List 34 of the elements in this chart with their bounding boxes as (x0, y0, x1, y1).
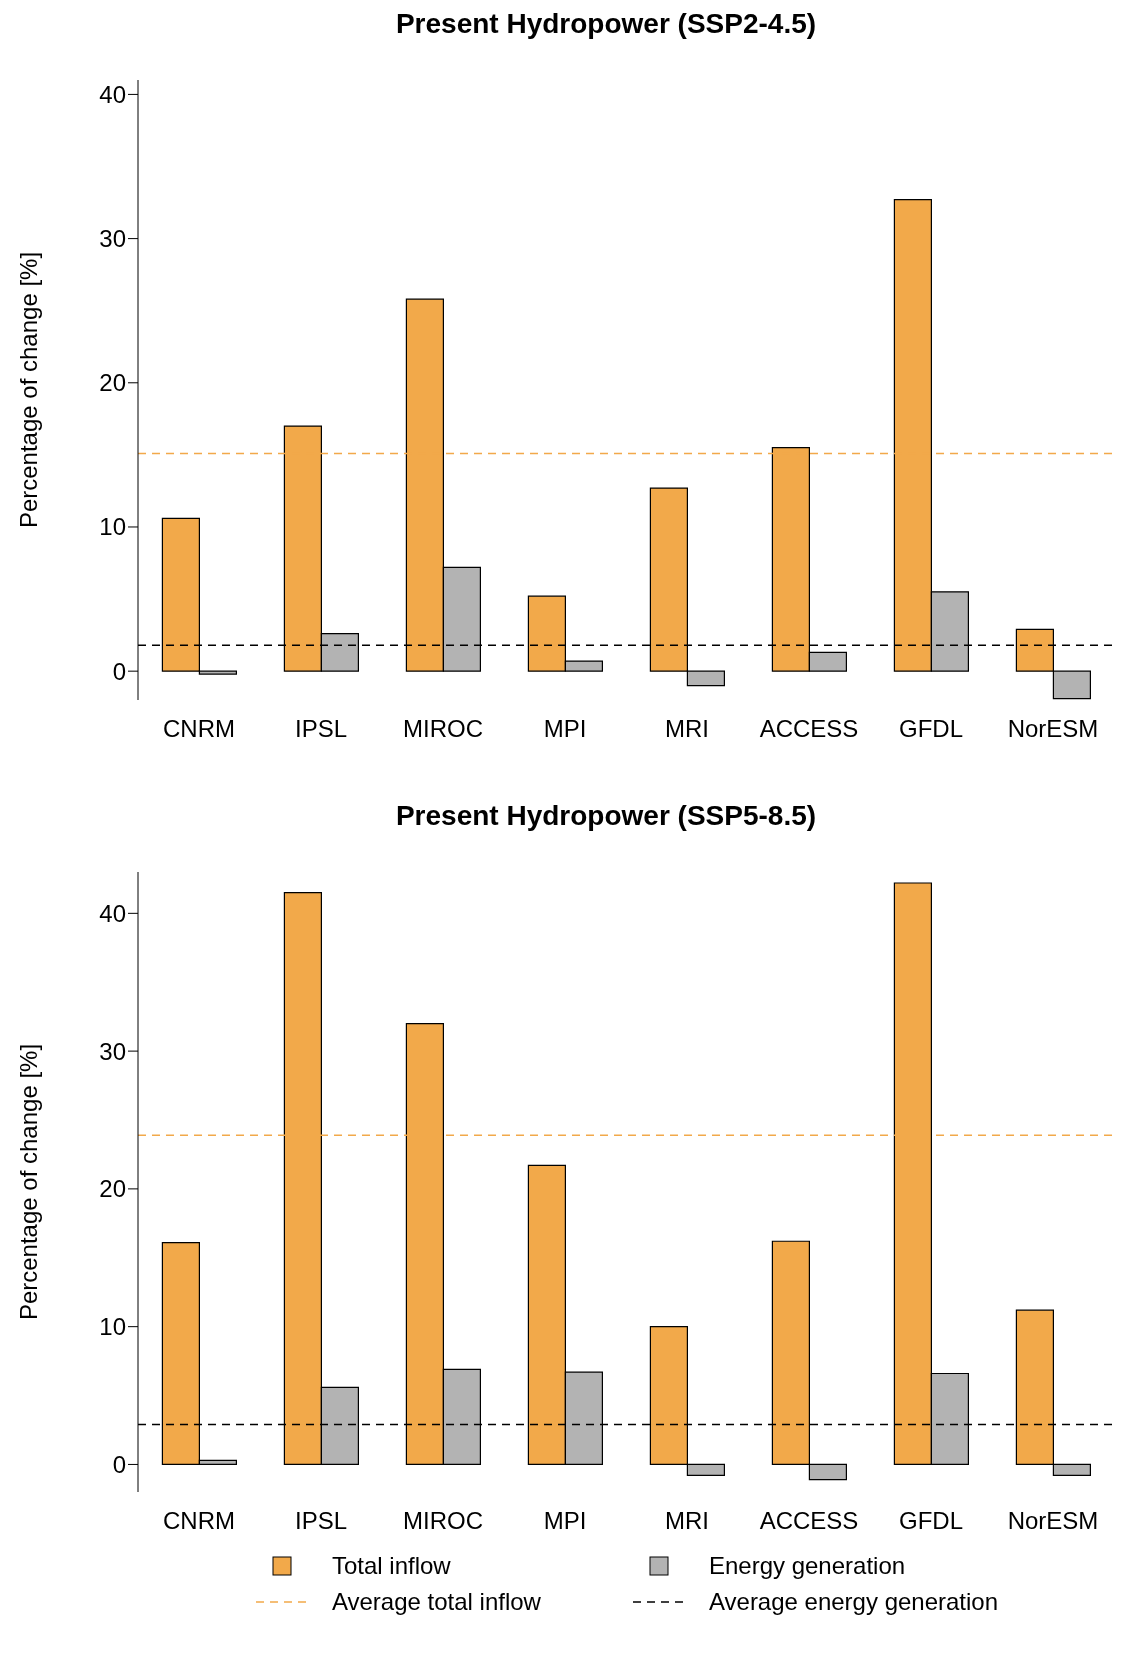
x-tick-label: MRI (665, 715, 709, 743)
x-tick-label: CNRM (163, 715, 235, 743)
x-tick-label: MPI (543, 715, 587, 743)
x-tick-label: MPI (543, 1507, 587, 1535)
y-axis-title: Percentage of change [%] (14, 1043, 42, 1321)
chart-title: Present Hydropower (SSP5-8.5) (394, 800, 818, 832)
x-tick-label: ACCESS (759, 1507, 859, 1535)
x-tick-label: MIROC (403, 715, 483, 743)
chart-title: Present Hydropower (SSP2-4.5) (394, 8, 818, 40)
x-tick-label: GFDL (898, 1507, 964, 1535)
x-tick-label: IPSL (294, 715, 348, 743)
x-tick-label: MRI (665, 1507, 709, 1535)
y-tick-label: 30 (99, 225, 126, 253)
y-tick-label: 30 (99, 1037, 126, 1065)
legend-label: Average total inflow (331, 1588, 541, 1616)
x-tick-label: CNRM (163, 1507, 235, 1535)
x-tick-label: NorESM (1007, 715, 1099, 743)
y-tick-label: 10 (99, 1313, 126, 1341)
y-tick-label: 0 (112, 657, 126, 685)
y-tick-label: 20 (99, 1175, 126, 1203)
legend-label: Total inflow (331, 1552, 451, 1580)
y-tick-label: 40 (99, 80, 126, 108)
x-tick-label: GFDL (898, 715, 964, 743)
y-tick-label: 0 (112, 1450, 126, 1478)
x-tick-label: MIROC (403, 1507, 483, 1535)
legend-label: Average energy generation (708, 1588, 999, 1616)
x-tick-label: ACCESS (759, 715, 859, 743)
legend-label: Energy generation (708, 1552, 906, 1580)
y-tick-label: 10 (99, 513, 126, 541)
y-tick-label: 20 (99, 369, 126, 397)
x-tick-label: IPSL (294, 1507, 348, 1535)
y-tick-label: 40 (99, 899, 126, 927)
x-tick-label: NorESM (1007, 1507, 1099, 1535)
y-axis-title: Percentage of change [%] (14, 251, 42, 529)
